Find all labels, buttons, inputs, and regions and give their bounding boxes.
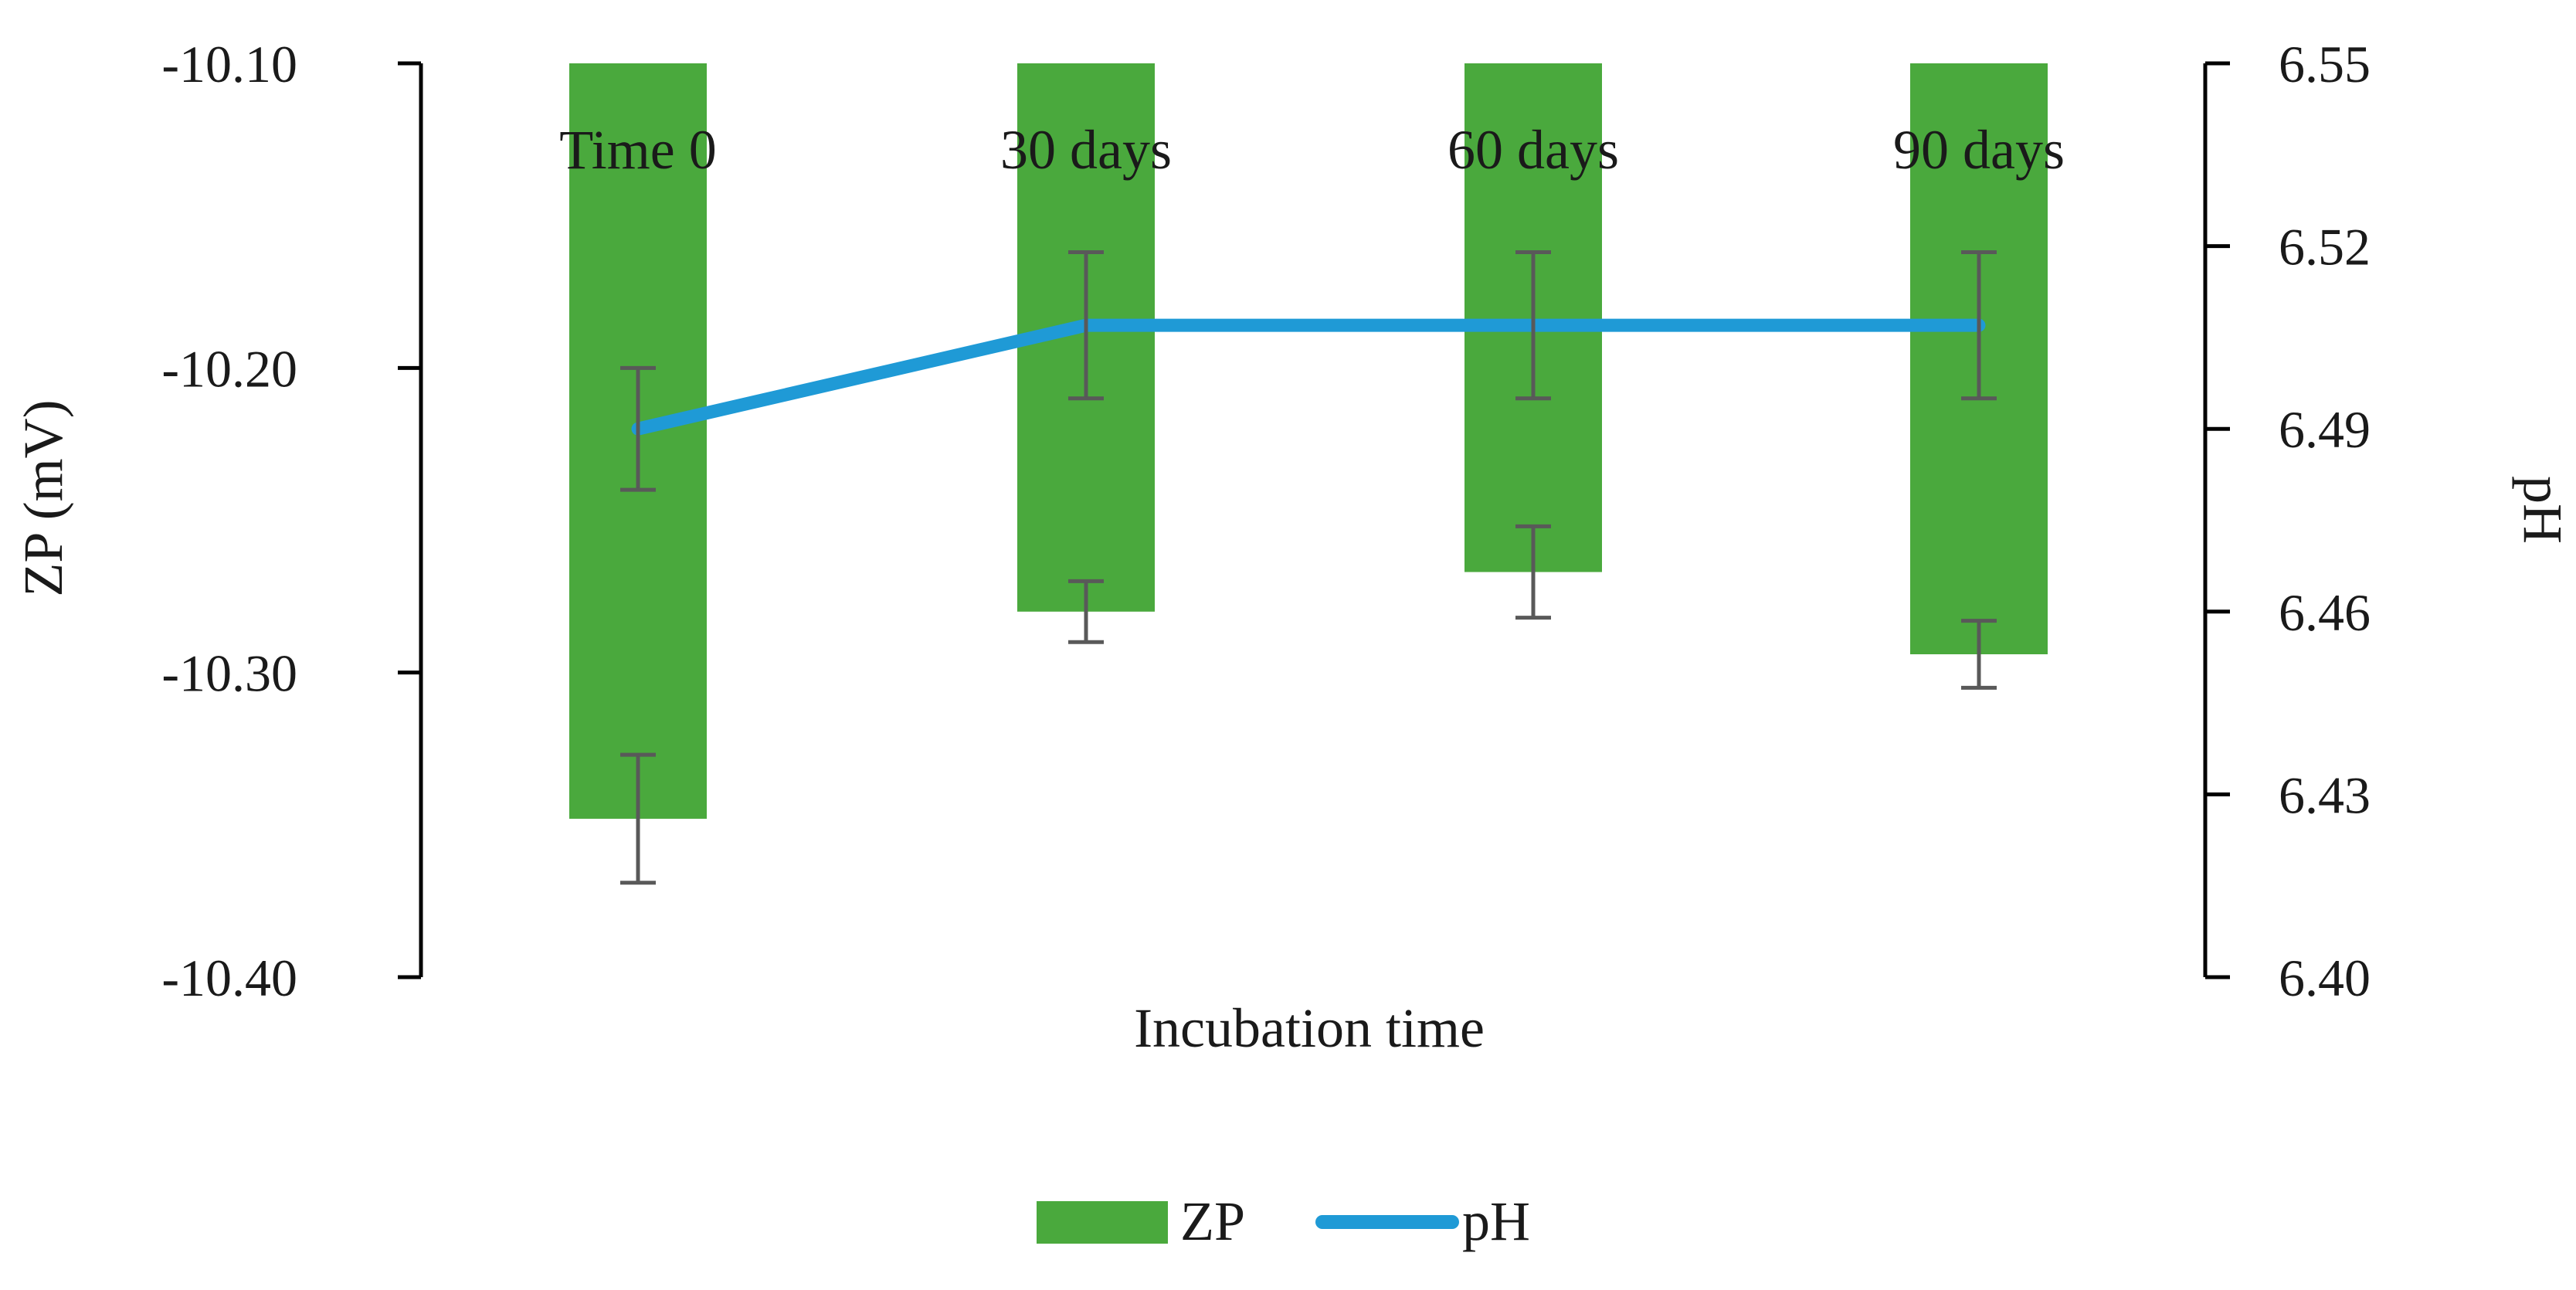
legend-ph-label: pH (1462, 1190, 1530, 1252)
error-bars (620, 250, 1997, 885)
y-left-axis-title: ZP (mV) (12, 399, 74, 596)
right-tick-label: 6.46 (2279, 583, 2371, 642)
category-label: 30 days (1000, 119, 1172, 181)
right-tick-label: 6.43 (2279, 766, 2371, 824)
axes (419, 63, 2208, 977)
ph-line (631, 318, 1986, 436)
right-tick-label: 6.49 (2279, 400, 2371, 459)
right-tick-label: 6.52 (2279, 218, 2371, 277)
zp-bars (569, 63, 2048, 819)
left-axis-ticks: -10.10 -10.20 -10.30 -10.40 (161, 35, 421, 1007)
category-label: Time 0 (559, 119, 716, 181)
right-axis-ticks: 6.55 6.52 6.49 6.46 6.43 6.40 (2205, 35, 2371, 1007)
category-label: 60 days (1448, 119, 1619, 181)
right-tick-label: 6.55 (2279, 35, 2371, 93)
left-tick-label: -10.40 (161, 949, 297, 1007)
ph-line-series (631, 318, 1986, 436)
right-tick-label: 6.40 (2279, 949, 2371, 1007)
legend-zp-label: ZP (1180, 1190, 1245, 1252)
legend-zp-swatch (1037, 1201, 1168, 1244)
left-tick-label: -10.30 (161, 644, 297, 703)
x-axis-title: Incubation time (1134, 997, 1485, 1059)
category-label: 90 days (1893, 119, 2065, 181)
category-labels: Time 0 30 days 60 days 90 days (559, 119, 2065, 181)
left-tick-label: -10.10 (161, 35, 297, 93)
left-tick-label: -10.20 (161, 339, 297, 398)
y-right-axis-title: pH (2512, 476, 2574, 544)
legend: ZP pH (1037, 1190, 1530, 1252)
